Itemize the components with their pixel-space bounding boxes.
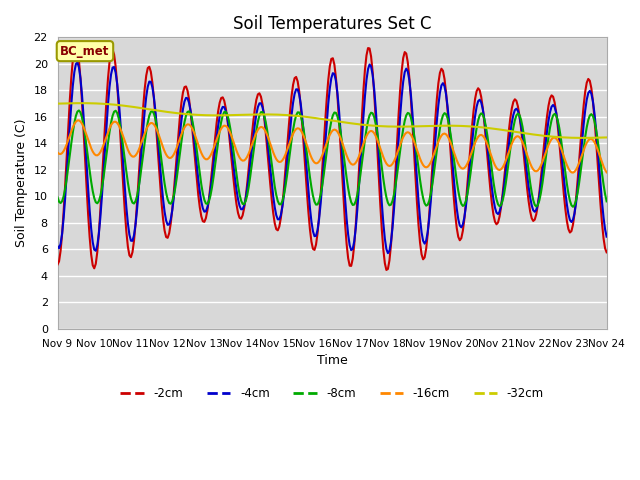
- Legend: -2cm, -4cm, -8cm, -16cm, -32cm: -2cm, -4cm, -8cm, -16cm, -32cm: [116, 383, 548, 405]
- Y-axis label: Soil Temperature (C): Soil Temperature (C): [15, 119, 28, 247]
- Text: BC_met: BC_met: [60, 45, 109, 58]
- Title: Soil Temperatures Set C: Soil Temperatures Set C: [233, 15, 431, 33]
- X-axis label: Time: Time: [317, 354, 348, 367]
